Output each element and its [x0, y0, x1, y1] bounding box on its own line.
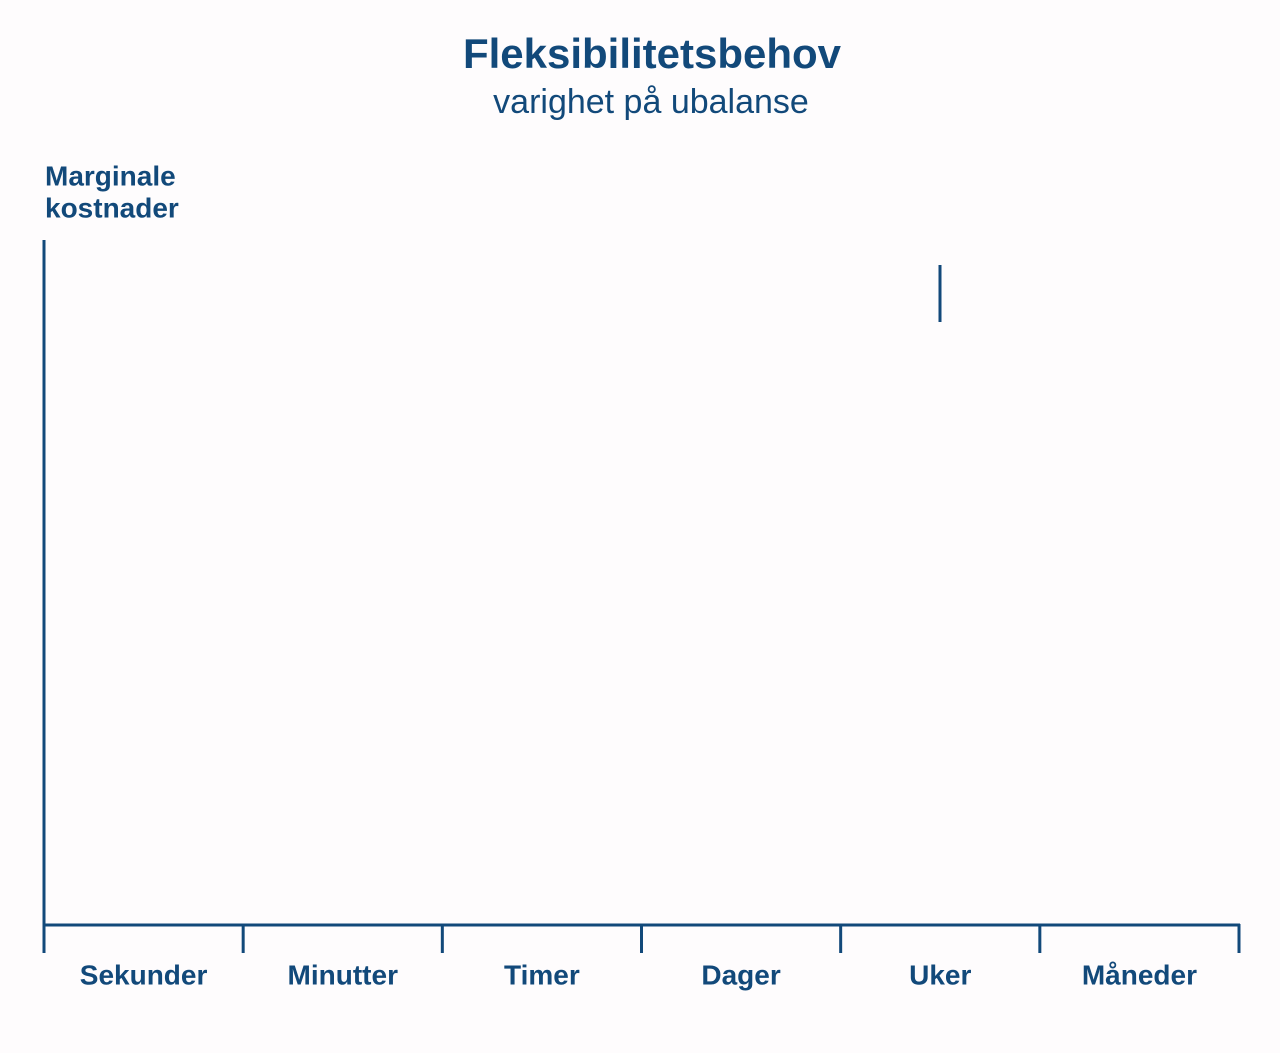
x-tick-label: Sekunder — [80, 959, 208, 990]
y-axis-label: kostnader — [45, 192, 179, 223]
x-tick-label: Uker — [909, 959, 971, 990]
chart-title: Fleksibilitetsbehov — [463, 30, 842, 77]
x-tick-label: Minutter — [288, 959, 399, 990]
x-tick-label: Dager — [701, 959, 780, 990]
chart-subtitle: varighet på ubalanse — [493, 83, 809, 121]
x-tick-label: Måneder — [1082, 959, 1197, 990]
y-axis-label: Marginale — [45, 160, 176, 191]
x-tick-label: Timer — [504, 959, 580, 990]
